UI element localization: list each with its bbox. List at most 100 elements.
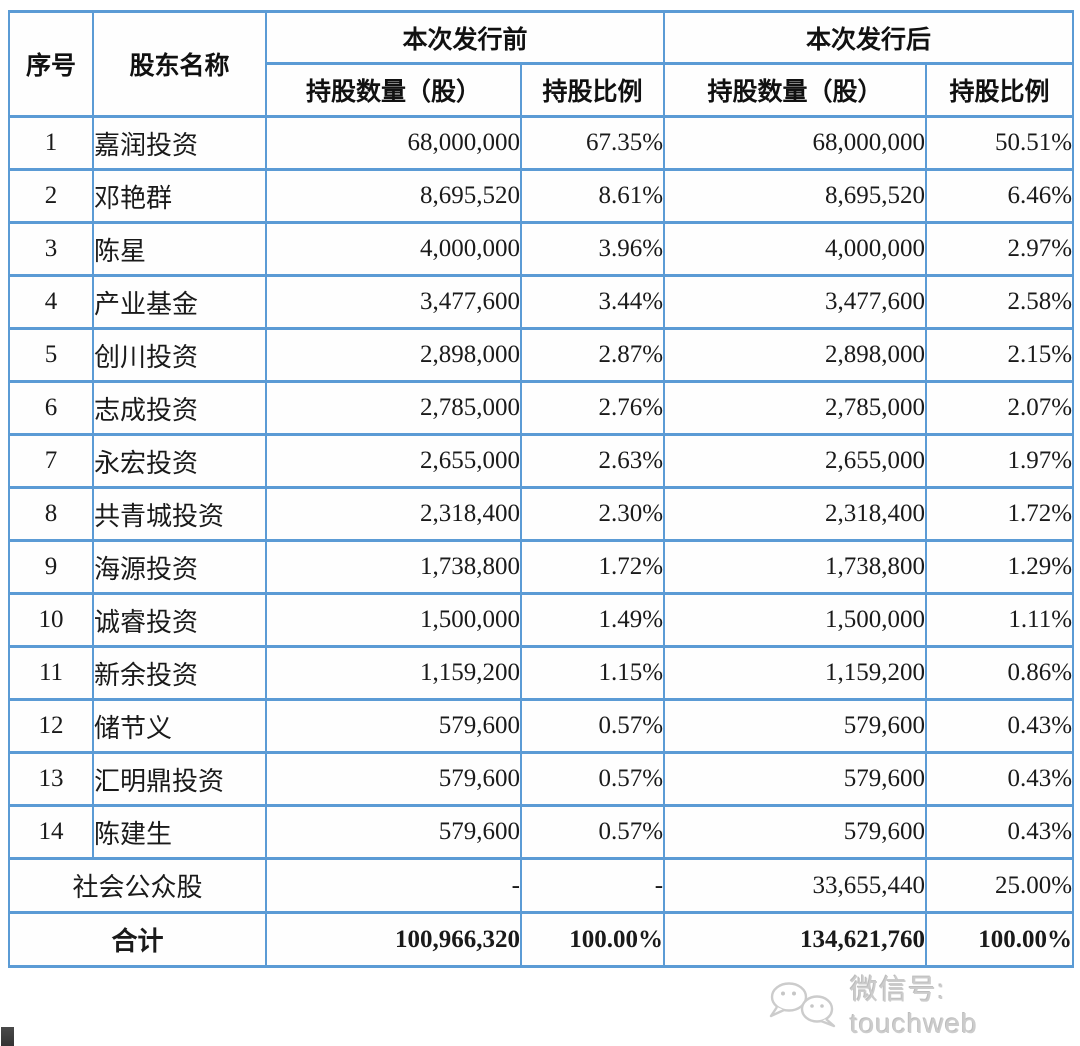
shareholder-name-cell: 共青城投资 (92, 486, 267, 542)
shareholder-name-cell: 永宏投资 (92, 433, 267, 489)
ratio-before-cell: 67.35% (519, 115, 666, 171)
ratio-after-cell: 1.72% (925, 486, 1075, 542)
ratio-after-cell: 2.58% (925, 274, 1075, 330)
ratio-before-cell: 2.87% (519, 327, 666, 383)
public-shares-label-cell: 社会公众股 (8, 857, 267, 914)
row-index-cell: 9 (8, 539, 94, 595)
row-index-cell: 7 (8, 433, 94, 489)
header-before-issue-group: 本次发行前 (264, 10, 666, 65)
table-row: 5 创川投资 2,898,000 2.87% 2,898,000 2.15% (8, 327, 1075, 383)
table-row: 7 永宏投资 2,655,000 2.63% 2,655,000 1.97% (8, 433, 1075, 489)
shares-before-cell: 2,898,000 (265, 327, 522, 383)
header-index: 序号 (8, 10, 94, 118)
table-row: 6 志成投资 2,785,000 2.76% 2,785,000 2.07% (8, 380, 1075, 436)
shares-after-cell: 579,600 (663, 804, 928, 860)
table-row: 3 陈星 4,000,000 3.96% 4,000,000 2.97% (8, 221, 1075, 277)
shares-before-cell: 68,000,000 (265, 115, 522, 171)
ratio-after-cell: 2.07% (925, 380, 1075, 436)
shares-after-cell: 2,785,000 (663, 380, 928, 436)
shares-before-cell: 1,159,200 (265, 645, 522, 701)
shares-after-cell: 1,159,200 (663, 645, 928, 701)
shares-before-cell: 2,785,000 (265, 380, 522, 436)
shares-before-cell: 8,695,520 (265, 168, 522, 224)
header-shares-before: 持股数量（股） (265, 62, 522, 118)
public-shares-row: 社会公众股 - - 33,655,440 25.00% (8, 857, 1075, 914)
shares-after-cell: 134,621,760 (663, 911, 928, 968)
row-index-cell: 12 (8, 698, 94, 754)
shares-after-cell: 3,477,600 (663, 274, 928, 330)
shareholder-name-cell: 储节义 (92, 698, 267, 754)
ratio-before-cell: 2.30% (519, 486, 666, 542)
ratio-after-cell: 0.43% (925, 698, 1075, 754)
shareholder-table-wrap: 序号 股东名称 本次发行前 本次发行后 持股数量（股） 持股比例 持股数量（股）… (8, 10, 1075, 968)
shares-before-cell: 579,600 (265, 751, 522, 807)
ratio-before-cell: 3.96% (519, 221, 666, 277)
row-index-cell: 5 (8, 327, 94, 383)
ratio-before-cell: 1.49% (519, 592, 666, 648)
header-row-subcolumns: 持股数量（股） 持股比例 持股数量（股） 持股比例 (9, 62, 1075, 118)
ratio-after-cell: 25.00% (925, 857, 1075, 914)
ratio-after-cell: 0.43% (925, 804, 1075, 860)
total-label-cell: 合计 (8, 911, 267, 968)
ratio-before-cell: - (519, 857, 666, 914)
ratio-before-cell: 100.00% (519, 911, 666, 968)
row-index-cell: 1 (8, 115, 94, 171)
row-index-cell: 13 (8, 751, 94, 807)
shares-after-cell: 68,000,000 (663, 115, 928, 171)
table-row: 8 共青城投资 2,318,400 2.30% 2,318,400 1.72% (8, 486, 1075, 542)
shareholder-name-cell: 陈建生 (92, 804, 267, 860)
header-row-groups: 序号 股东名称 本次发行前 本次发行后 (8, 10, 1075, 118)
shares-before-cell: 579,600 (265, 804, 522, 860)
table-row: 14 陈建生 579,600 0.57% 579,600 0.43% (8, 804, 1075, 860)
table-row: 4 产业基金 3,477,600 3.44% 3,477,600 2.58% (8, 274, 1075, 330)
wechat-id-label: 微信号: touchweb (850, 974, 978, 1039)
shares-after-cell: 8,695,520 (663, 168, 928, 224)
shares-after-cell: 1,738,800 (663, 539, 928, 595)
ratio-before-cell: 3.44% (519, 274, 666, 330)
shareholder-name-cell: 创川投资 (92, 327, 267, 383)
header-ratio-after: 持股比例 (925, 62, 1075, 118)
ratio-after-cell: 1.29% (925, 539, 1075, 595)
wechat-icon (766, 980, 844, 1028)
ratio-after-cell: 2.97% (925, 221, 1075, 277)
shares-before-cell: 2,318,400 (265, 486, 522, 542)
shares-after-cell: 2,898,000 (663, 327, 928, 383)
row-index-cell: 6 (8, 380, 94, 436)
ratio-before-cell: 1.15% (519, 645, 666, 701)
shares-after-cell: 1,500,000 (663, 592, 928, 648)
ratio-after-cell: 1.11% (925, 592, 1075, 648)
shares-after-cell: 4,000,000 (663, 221, 928, 277)
table-row: 10 诚睿投资 1,500,000 1.49% 1,500,000 1.11% (8, 592, 1075, 648)
row-index-cell: 8 (8, 486, 94, 542)
shareholder-name-cell: 邓艳群 (92, 168, 267, 224)
shareholder-name-cell: 陈星 (92, 221, 267, 277)
total-row: 合计 100,966,320 100.00% 134,621,760 100.0… (8, 911, 1075, 968)
header-shareholder-name: 股东名称 (92, 10, 267, 118)
shares-before-cell: 2,655,000 (265, 433, 522, 489)
shareholder-name-cell: 嘉润投资 (92, 115, 267, 171)
shares-before-cell: 579,600 (265, 698, 522, 754)
row-index-cell: 14 (8, 804, 94, 860)
shares-after-cell: 33,655,440 (663, 857, 928, 914)
ratio-after-cell: 6.46% (925, 168, 1075, 224)
shareholder-name-cell: 海源投资 (92, 539, 267, 595)
shareholder-name-cell: 志成投资 (92, 380, 267, 436)
shares-after-cell: 579,600 (663, 751, 928, 807)
shareholder-table: 序号 股东名称 本次发行前 本次发行后 持股数量（股） 持股比例 持股数量（股）… (8, 10, 1075, 968)
shares-before-cell: 100,966,320 (265, 911, 522, 968)
header-ratio-before: 持股比例 (519, 62, 666, 118)
ratio-before-cell: 0.57% (519, 698, 666, 754)
shares-before-cell: - (265, 857, 522, 914)
ratio-after-cell: 0.43% (925, 751, 1075, 807)
corner-fragment (1, 1027, 14, 1046)
shares-before-cell: 4,000,000 (265, 221, 522, 277)
shares-after-cell: 579,600 (663, 698, 928, 754)
ratio-after-cell: 50.51% (925, 115, 1075, 171)
ratio-before-cell: 0.57% (519, 751, 666, 807)
shareholder-name-cell: 产业基金 (92, 274, 267, 330)
ratio-before-cell: 2.63% (519, 433, 666, 489)
table-row: 2 邓艳群 8,695,520 8.61% 8,695,520 6.46% (8, 168, 1075, 224)
ratio-after-cell: 2.15% (925, 327, 1075, 383)
shares-before-cell: 3,477,600 (265, 274, 522, 330)
table-row: 11 新余投资 1,159,200 1.15% 1,159,200 0.86% (8, 645, 1075, 701)
